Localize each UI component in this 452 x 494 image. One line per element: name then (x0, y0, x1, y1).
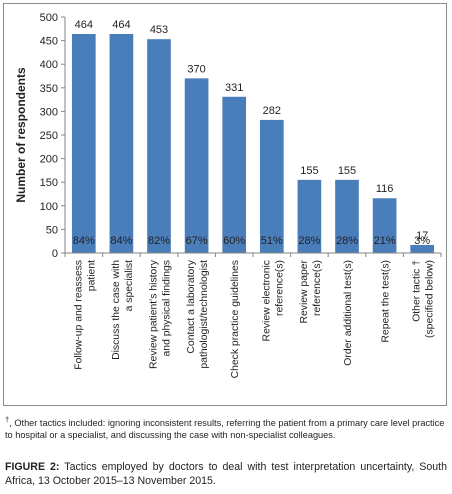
y-tick-label: 350 (40, 83, 58, 95)
x-category-label: a specialist (124, 260, 135, 312)
footnote-text: , Other tactics included: ignoring incon… (5, 418, 445, 441)
bar-percent-label: 60% (223, 235, 245, 247)
x-category-label: Order additional test(s) (343, 260, 354, 366)
caption-text: Tactics employed by doctors to deal with… (5, 461, 447, 487)
bar-value-label: 464 (112, 19, 130, 31)
x-category-label: Discuss the case with (111, 260, 122, 360)
y-tick-label: 200 (40, 154, 58, 166)
x-category-label: (specified below) (425, 260, 436, 338)
bar (147, 39, 171, 254)
x-category-label: Check practice guidelines (230, 260, 241, 378)
bar (109, 33, 134, 253)
y-axis-title: Number of respondents (14, 67, 28, 203)
footnote: †, Other tactics included: ignoring inco… (5, 414, 447, 441)
bar-percent-label: 82% (148, 235, 170, 247)
y-tick-label: 450 (40, 36, 58, 48)
bar (184, 78, 209, 253)
bar-percent-label: 67% (186, 235, 208, 247)
bar (259, 119, 284, 254)
bar-value-label: 17 (416, 230, 428, 242)
bar-percent-label: 28% (298, 235, 320, 247)
bar-percent-label: 51% (261, 235, 283, 247)
bar (297, 179, 322, 253)
bar-chart: 0 50 100 150 200 250 300 350 400 450 500 Number of … (14, 12, 442, 378)
y-tick-label: 250 (40, 130, 58, 142)
bar (222, 96, 247, 253)
bar-value-label: 453 (150, 24, 168, 36)
chart-frame: 0 50 100 150 200 250 300 350 400 450 500 Number of … (3, 3, 447, 406)
x-category-label: Contact a laboratory (186, 259, 197, 353)
bar-percent-label: 3% (414, 235, 430, 247)
bar-percent-label: 84% (73, 235, 95, 247)
x-category-label: and physical findings (162, 260, 173, 356)
x-category-label: patient (86, 260, 97, 291)
y-tick-label: 50 (46, 224, 58, 236)
bar (335, 179, 359, 253)
bar-value-label: 282 (263, 105, 281, 117)
bar-percent-label: 28% (336, 235, 358, 247)
y-tick-label: 0 (52, 248, 58, 260)
y-tick-label: 150 (40, 177, 58, 189)
bar-value-label: 116 (376, 183, 394, 195)
x-category-label: Review patient’s history (149, 259, 160, 369)
x-category-label: Review electronic (261, 260, 272, 341)
x-category-label: Follow-up and reassess (73, 260, 84, 370)
bar-value-label: 155 (338, 165, 356, 177)
bar-value-label: 464 (75, 19, 93, 31)
figure-caption: FIGURE 2: Tactics employed by doctors to… (5, 460, 447, 488)
bar (372, 198, 397, 253)
y-tick-label: 300 (40, 106, 58, 118)
y-tick-label: 100 (40, 201, 58, 213)
bar-value-label: 331 (225, 82, 243, 94)
bar-percent-label: 84% (110, 235, 132, 247)
bar-value-label: 155 (300, 165, 318, 177)
x-category-label: Other tactic † (412, 260, 423, 322)
y-tick-label: 400 (40, 59, 58, 71)
x-category-label: pathologist/technologist (199, 260, 210, 369)
x-category-label: Review paper (299, 259, 310, 323)
caption-label: FIGURE 2: (5, 461, 60, 473)
bar (71, 33, 96, 253)
x-category-label: Repeat the test(s) (381, 260, 392, 343)
x-category-label: reference(s) (274, 260, 285, 316)
footnote-mark: † (5, 415, 10, 424)
bar-value-label: 370 (187, 63, 205, 75)
bar (410, 244, 435, 253)
bar-percent-label: 21% (374, 235, 396, 247)
x-category-label: reference(s) (312, 260, 323, 316)
y-tick-label: 500 (40, 12, 58, 24)
